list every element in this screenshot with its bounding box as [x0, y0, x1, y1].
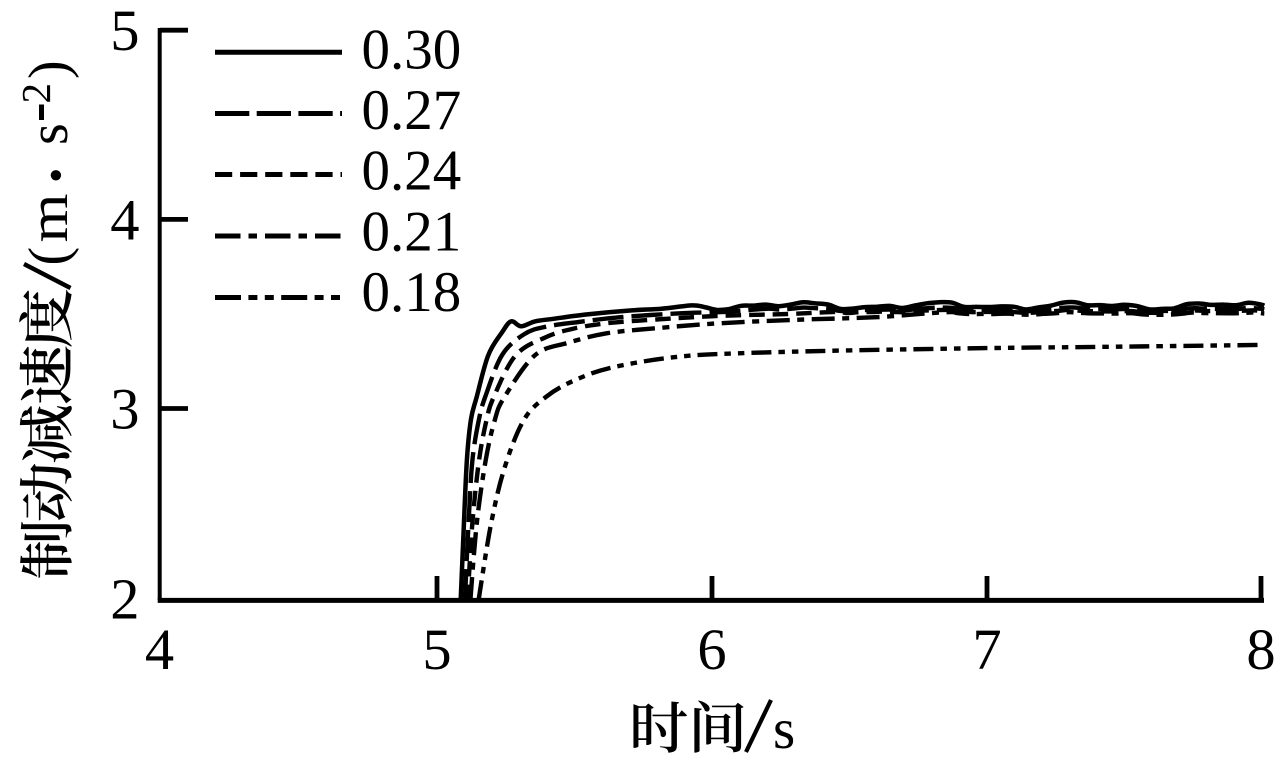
svg-text:0.21: 0.21 — [362, 200, 462, 263]
svg-text:2: 2 — [13, 83, 59, 104]
svg-text:0.18: 0.18 — [362, 261, 462, 324]
svg-text:8: 8 — [1246, 617, 1275, 682]
svg-text:(: ( — [18, 247, 80, 266]
svg-text:s: s — [773, 698, 795, 761]
svg-text:m: m — [18, 194, 80, 243]
svg-text:0.24: 0.24 — [362, 140, 462, 203]
svg-text:s: s — [18, 123, 80, 145]
svg-text:3: 3 — [110, 377, 139, 442]
svg-text:0.27: 0.27 — [362, 79, 462, 142]
svg-text:5: 5 — [422, 617, 451, 682]
svg-text:6: 6 — [697, 617, 726, 682]
svg-text:4: 4 — [110, 187, 139, 252]
svg-text:): ) — [18, 60, 80, 79]
svg-text:5: 5 — [110, 0, 139, 63]
svg-text:7: 7 — [972, 617, 1001, 682]
svg-text:2: 2 — [110, 567, 139, 632]
svg-text:4: 4 — [145, 617, 174, 682]
svg-text:0.30: 0.30 — [362, 19, 462, 82]
